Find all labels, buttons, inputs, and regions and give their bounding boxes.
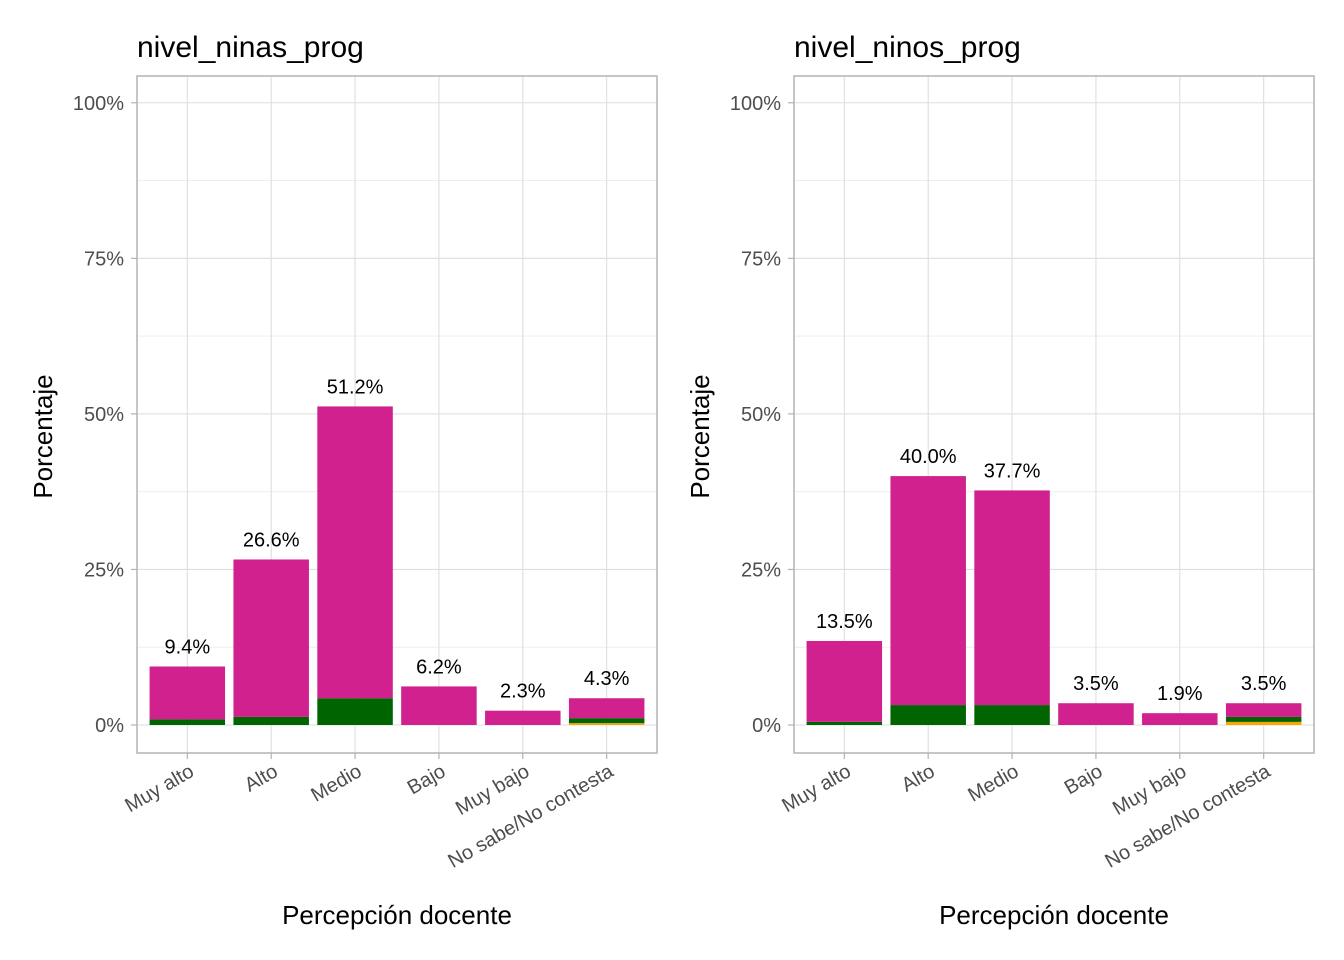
bar-value-label: 1.9% [1157, 683, 1203, 705]
x-tick-label: Alto [241, 760, 282, 796]
panel-border [136, 75, 658, 754]
y-tick-label: 0% [752, 715, 781, 737]
bar-segment-magenta [401, 686, 477, 725]
chart-title: nivel_ninas_prog [137, 31, 364, 64]
bar-segment-green [149, 719, 226, 725]
y-tick-label: 25% [84, 559, 124, 581]
bar-value-label: 3.5% [1241, 673, 1287, 695]
bar-segment-orange [568, 723, 645, 725]
bar-value-label: 51.2% [327, 376, 384, 398]
bar-segment-magenta [317, 406, 393, 699]
x-tick-label: Medio [964, 760, 1022, 806]
y-tick-label: 75% [84, 248, 124, 270]
y-tick-label: 25% [741, 559, 781, 581]
bar-segment-green [317, 698, 393, 725]
x-tick-label: Muy alto [121, 760, 197, 817]
x-tick-label: Bajo [404, 760, 450, 799]
bar-segment-green [974, 705, 1050, 725]
bar-segment-magenta [1142, 713, 1218, 725]
bar-segment-magenta [568, 698, 645, 719]
y-tick-label: 100% [730, 93, 781, 115]
bar-segment-green [890, 705, 966, 725]
bar-segment-magenta [974, 490, 1050, 706]
y-tick-label: 0% [95, 715, 124, 737]
bar-value-label: 6.2% [416, 656, 462, 678]
y-tick-label: 50% [84, 404, 124, 426]
bar-segment-magenta [1058, 703, 1134, 725]
bar-value-label: 13.5% [816, 611, 873, 633]
chart-title: nivel_ninos_prog [794, 31, 1021, 64]
bar-segment-magenta [806, 640, 883, 722]
bar-segment-magenta [1225, 703, 1302, 717]
y-tick-label: 75% [741, 248, 781, 270]
bar-value-label: 2.3% [500, 681, 546, 703]
panel-nivel-ninas-prog: 0% 25% 50% 75% 100% 9.4% 26.6% 51.2% 6.2% 2.3% 4.3… [28, 31, 658, 930]
panel-nivel-ninos-prog: 0% 25% 50% 75% 100% 13.5% 40.0% 37.7% 3.5% 1.9% 3.… [685, 31, 1315, 930]
y-axis-title: Porcentaje [28, 374, 58, 498]
bar-segment-magenta [485, 710, 561, 725]
bar-value-label: 40.0% [900, 446, 957, 468]
bar-value-label: 26.6% [243, 529, 300, 551]
bar-value-label: 37.7% [984, 460, 1041, 482]
panel-border [793, 75, 1315, 754]
x-tick-label: Bajo [1061, 760, 1107, 799]
x-axis-title: Percepción docente [939, 900, 1169, 930]
x-tick-label: Alto [898, 760, 939, 796]
bar-segment-orange [1225, 721, 1302, 725]
bar-segment-green [233, 716, 309, 725]
bar-value-label: 4.3% [584, 668, 630, 690]
y-tick-label: 100% [73, 93, 124, 115]
x-tick-label: Muy alto [778, 760, 854, 817]
y-tick-label: 50% [741, 404, 781, 426]
bar-segment-green [806, 721, 883, 725]
bar-value-label: 3.5% [1073, 673, 1119, 695]
bar-segment-green [568, 718, 645, 724]
bar-segment-magenta [149, 666, 226, 720]
y-axis-title: Porcentaje [685, 374, 715, 498]
bar-segment-magenta [890, 476, 966, 706]
x-axis-title: Percepción docente [282, 900, 512, 930]
bar-segment-magenta [233, 559, 309, 717]
bar-value-label: 9.4% [165, 637, 211, 659]
x-tick-label: Medio [307, 760, 365, 806]
bar-segment-green [1225, 716, 1302, 722]
